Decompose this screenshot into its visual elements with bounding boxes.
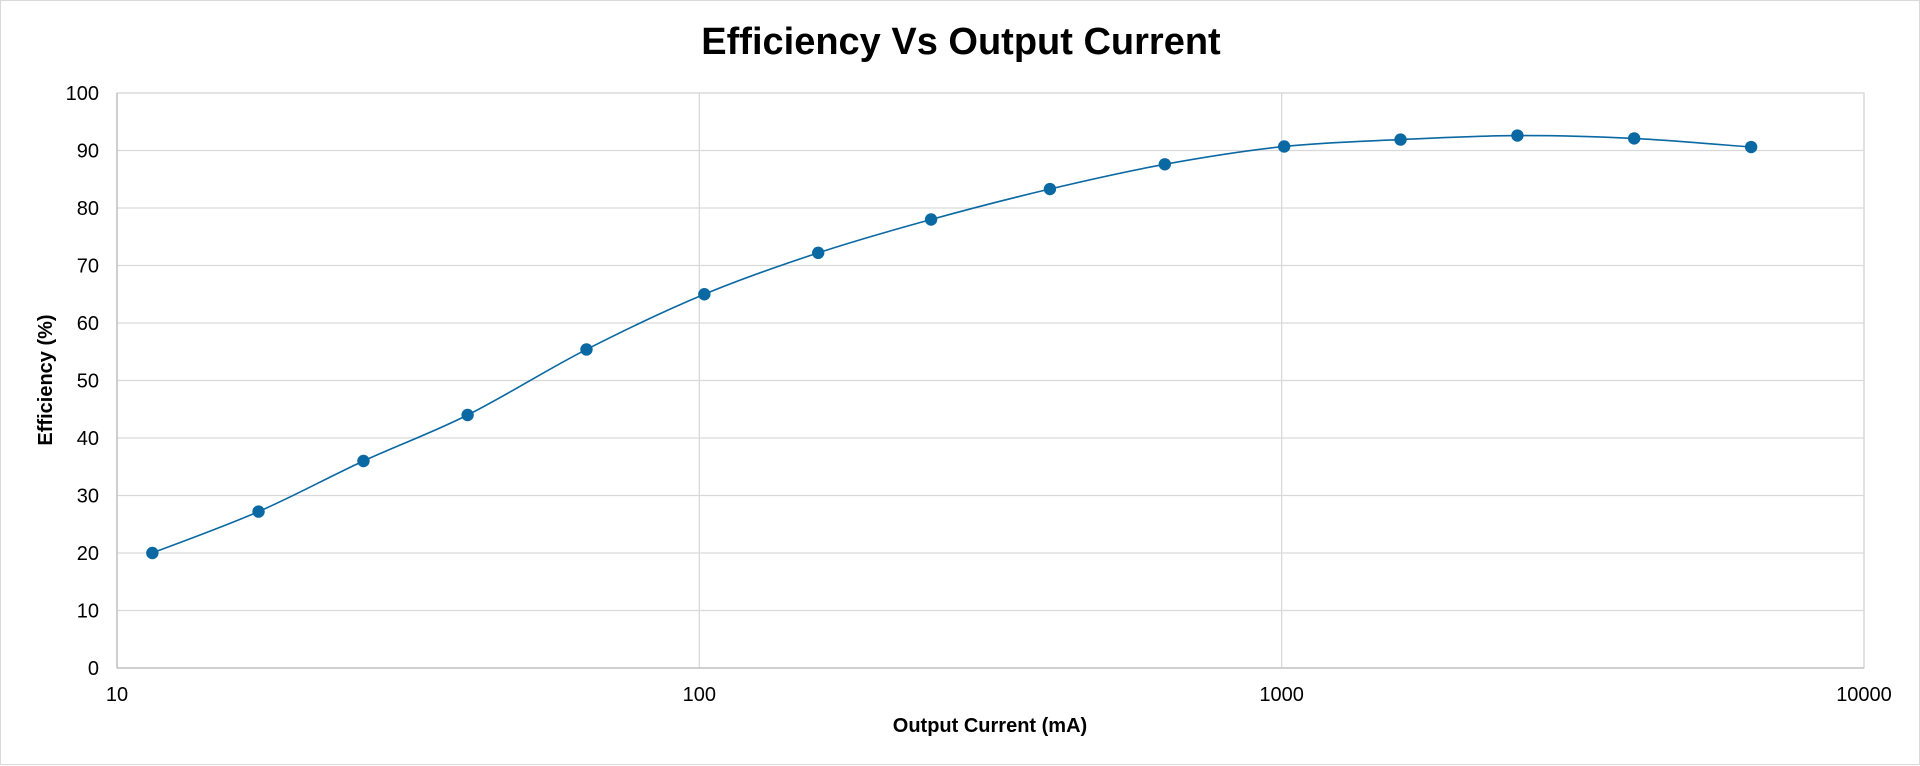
y-tick-label: 100: [66, 83, 99, 105]
data-point: [252, 505, 265, 518]
y-tick-label: 40: [77, 428, 99, 450]
data-point: [924, 213, 938, 226]
data-point: [357, 454, 370, 468]
grid-lines: [116, 92, 1865, 669]
data-point: [811, 246, 825, 260]
y-tick-label: 10: [77, 601, 99, 623]
y-tick-label: 30: [77, 486, 99, 508]
x-tick-label: 10000: [1836, 684, 1892, 706]
data-point: [1043, 182, 1057, 196]
series-layer: [146, 129, 1758, 560]
x-tick-label: 1000: [1259, 684, 1304, 706]
series-line: [152, 134, 1752, 554]
x-axis: 10 100 1000 10000: [106, 667, 1892, 706]
y-tick-label: 70: [77, 256, 99, 278]
data-point: [698, 288, 711, 301]
x-tick-label: 10: [106, 684, 128, 706]
data-point: [1158, 158, 1172, 171]
data-point: [1277, 140, 1291, 153]
chart-title: Efficiency Vs Output Current: [701, 21, 1221, 63]
data-point: [461, 408, 474, 422]
y-tick-label: 80: [77, 198, 99, 220]
x-tick-label: 100: [683, 684, 716, 706]
y-axis-title: Efficiency (%): [35, 314, 57, 445]
y-tick-label: 90: [77, 141, 99, 163]
data-point: [1394, 133, 1407, 146]
y-tick-label: 50: [77, 371, 99, 393]
y-tick-label: 60: [77, 313, 99, 335]
y-tick-label: 20: [77, 543, 99, 565]
data-point: [146, 546, 159, 560]
y-axis: 0 10 20 30 40 50 60 70 80 90 100: [66, 83, 118, 680]
data-point: [1511, 129, 1524, 142]
y-tick-label: 0: [88, 658, 99, 680]
data-point: [1744, 140, 1758, 154]
x-axis-title: Output Current (mA): [893, 715, 1087, 737]
data-point: [1627, 132, 1641, 145]
data-point: [580, 343, 593, 356]
